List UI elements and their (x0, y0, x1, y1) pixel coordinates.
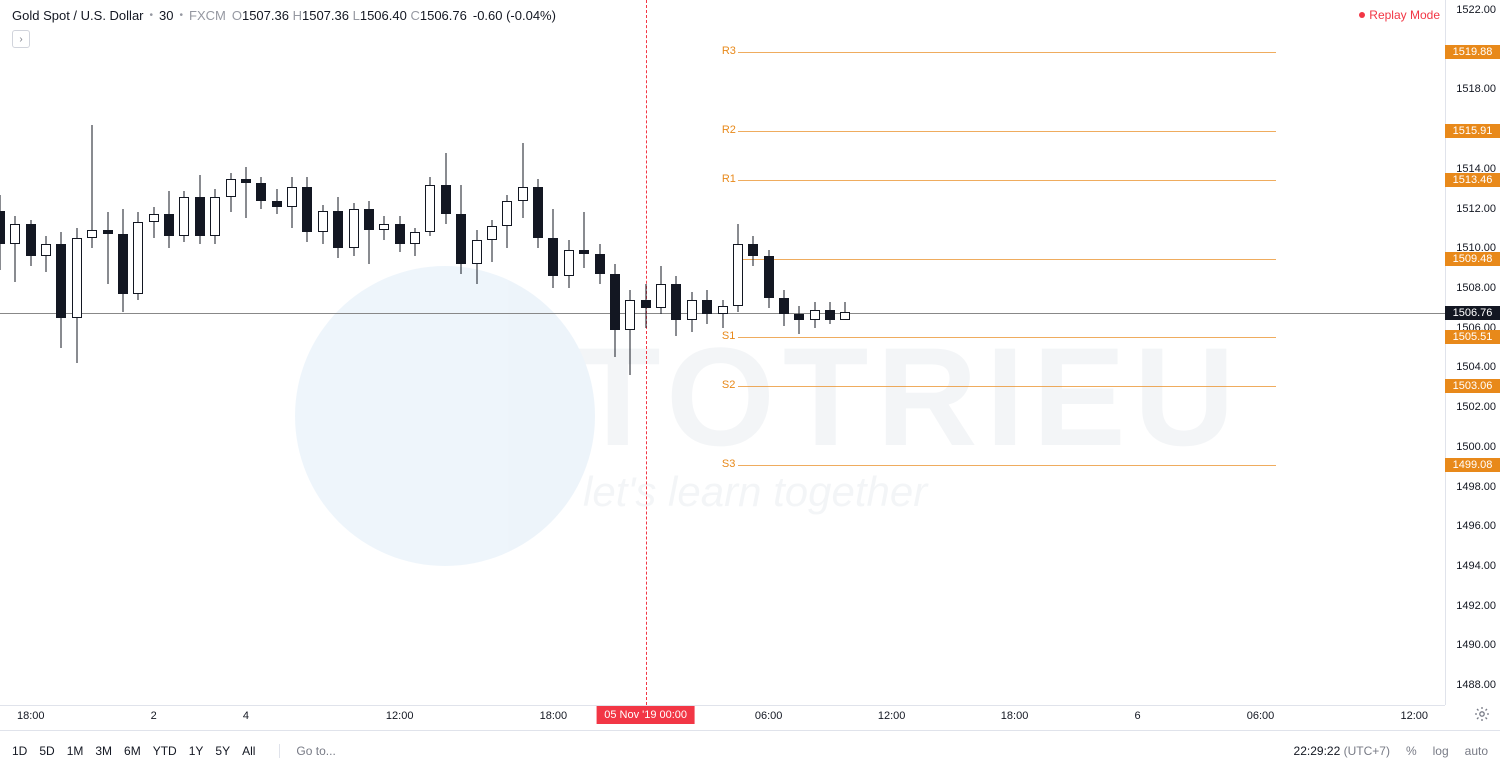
crosshair-date-tag: 05 Nov '19 00:00 (596, 706, 695, 724)
y-axis-tick: 1488.00 (1456, 679, 1496, 691)
pivot-price-tag: 1509.48 (1445, 252, 1500, 266)
x-axis-tick: 6 (1134, 710, 1140, 722)
broker: FXCM (189, 8, 226, 23)
range-button[interactable]: 5Y (215, 744, 230, 758)
y-axis-tick: 1496.00 (1456, 520, 1496, 532)
pivot-line (738, 465, 1276, 466)
pivot-label: R3 (722, 45, 736, 57)
goto-button[interactable]: Go to... (279, 744, 335, 758)
time-axis[interactable]: 18:00 2 4 12:00 18:00 06:00 12:00 18:00 6 06:00 12… (0, 705, 1445, 730)
range-button[interactable]: All (242, 744, 255, 758)
x-axis-tick: 4 (243, 710, 249, 722)
pivot-label: S1 (722, 330, 735, 342)
record-icon (1359, 12, 1365, 18)
current-price-tag: 1506.76 (1445, 306, 1500, 320)
y-axis-tick: 1504.00 (1456, 361, 1496, 373)
pivot-line (738, 386, 1276, 387)
crosshair-vertical (646, 0, 647, 705)
bottom-toolbar: 1D 5D 1M 3M 6M YTD 1Y 5Y All Go to... 22:29:22 (… (0, 730, 1500, 770)
pivot-label: S2 (722, 379, 735, 391)
pivot-label: R2 (722, 124, 736, 136)
pivot-line (738, 131, 1276, 132)
expand-button[interactable]: › (12, 30, 30, 48)
price-axis[interactable]: 1522.001518.001514.001512.001510.001508.… (1445, 0, 1500, 705)
pivot-line (738, 180, 1276, 181)
range-button[interactable]: 1M (67, 744, 84, 758)
auto-toggle[interactable]: auto (1465, 744, 1488, 758)
pivot-label: R1 (722, 173, 736, 185)
pivot-price-tag: 1513.46 (1445, 173, 1500, 187)
timeframe[interactable]: 30 (159, 8, 173, 23)
chart-area[interactable]: R3 R2 R1 S1 S2 S3 (0, 0, 1445, 705)
y-axis-tick: 1494.00 (1456, 560, 1496, 572)
pivot-label: S3 (722, 458, 735, 470)
pivot-price-tag: 1505.51 (1445, 330, 1500, 344)
y-axis-tick: 1508.00 (1456, 282, 1496, 294)
pivot-price-tag: 1519.88 (1445, 45, 1500, 59)
y-axis-tick: 1512.00 (1456, 203, 1496, 215)
x-axis-tick: 06:00 (1247, 710, 1275, 722)
range-button[interactable]: 6M (124, 744, 141, 758)
range-button[interactable]: 1D (12, 744, 27, 758)
y-axis-tick: 1492.00 (1456, 600, 1496, 612)
range-button[interactable]: 3M (95, 744, 112, 758)
range-buttons: 1D 5D 1M 3M 6M YTD 1Y 5Y All (12, 744, 255, 758)
x-axis-tick: 18:00 (1001, 710, 1029, 722)
y-axis-tick: 1518.00 (1456, 83, 1496, 95)
range-button[interactable]: 5D (39, 744, 54, 758)
y-axis-tick: 1490.00 (1456, 639, 1496, 651)
clock[interactable]: 22:29:22 (UTC+7) (1294, 744, 1390, 758)
symbol-title[interactable]: Gold Spot / U.S. Dollar (12, 8, 144, 23)
pivot-price-tag: 1499.08 (1445, 458, 1500, 472)
pivot-line (738, 259, 1276, 260)
ohlc: O1507.36 H1507.36 L1506.40 C1506.76 (232, 8, 467, 23)
gear-icon[interactable] (1474, 706, 1490, 722)
y-axis-tick: 1498.00 (1456, 481, 1496, 493)
y-axis-tick: 1502.00 (1456, 401, 1496, 413)
log-toggle[interactable]: log (1433, 744, 1449, 758)
x-axis-tick: 06:00 (755, 710, 783, 722)
pivot-line (738, 337, 1276, 338)
x-axis-tick: 18:00 (17, 710, 45, 722)
x-axis-tick: 18:00 (540, 710, 568, 722)
pivot-price-tag: 1503.06 (1445, 379, 1500, 393)
range-button[interactable]: YTD (153, 744, 177, 758)
replay-mode-badge[interactable]: Replay Mode (1359, 8, 1440, 22)
price-change: -0.60 (-0.04%) (473, 8, 556, 23)
x-axis-tick: 2 (151, 710, 157, 722)
chart-header: Gold Spot / U.S. Dollar • 30 • FXCM O150… (12, 8, 556, 23)
x-axis-tick: 12:00 (1400, 710, 1428, 722)
y-axis-tick: 1522.00 (1456, 4, 1496, 16)
x-axis-tick: 12:00 (386, 710, 414, 722)
range-button[interactable]: 1Y (189, 744, 204, 758)
y-axis-tick: 1500.00 (1456, 441, 1496, 453)
pivot-line (738, 52, 1276, 53)
percent-toggle[interactable]: % (1406, 744, 1417, 758)
pivot-price-tag: 1515.91 (1445, 124, 1500, 138)
x-axis-tick: 12:00 (878, 710, 906, 722)
